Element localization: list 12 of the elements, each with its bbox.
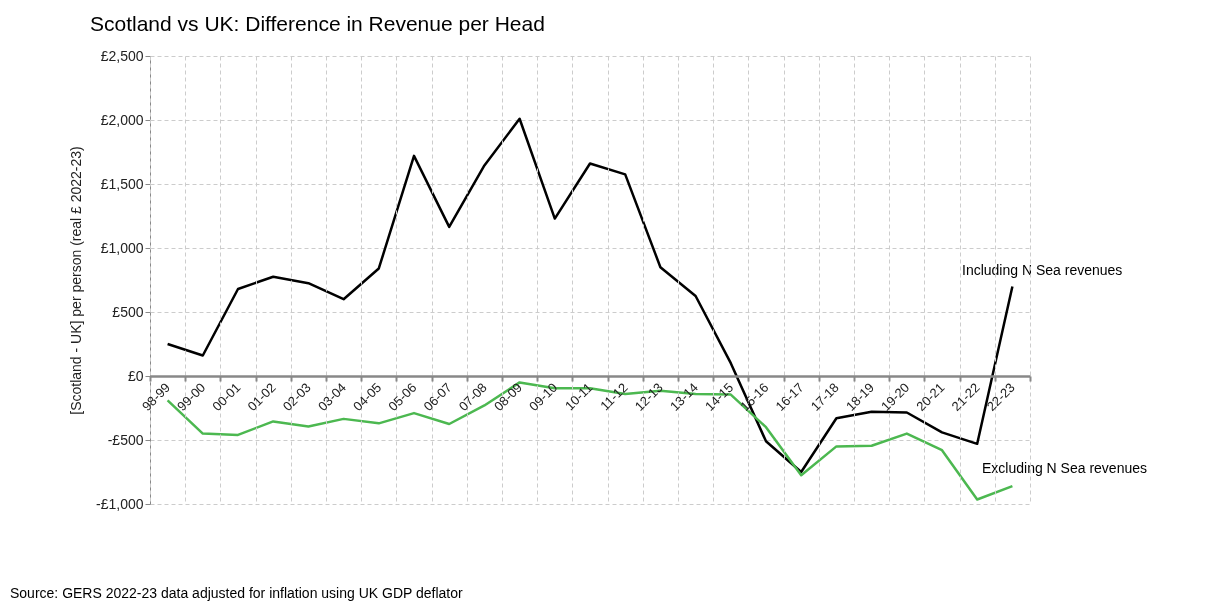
y-tick-label: £1,500	[100, 175, 144, 192]
y-tick-label: -£1,000	[96, 495, 144, 512]
y-tick-label: £500	[112, 303, 144, 320]
y-tick-label: -£500	[107, 431, 144, 448]
y-axis-title: [Scotland - UK] per person (real £ 2022-23)	[68, 146, 85, 415]
y-tick-label: £1,000	[100, 239, 144, 256]
chart-title: Scotland vs UK: Difference in Revenue per Head	[90, 12, 545, 35]
y-tick-label: £2,500	[100, 47, 144, 64]
source-note: Source: GERS 2022-23 data adjusted for inflation using UK GDP deflator	[10, 585, 464, 601]
y-tick-label: £2,000	[100, 111, 144, 128]
y-tick-label: £0	[127, 367, 144, 384]
series-label: Excluding N Sea revenues	[982, 460, 1147, 476]
